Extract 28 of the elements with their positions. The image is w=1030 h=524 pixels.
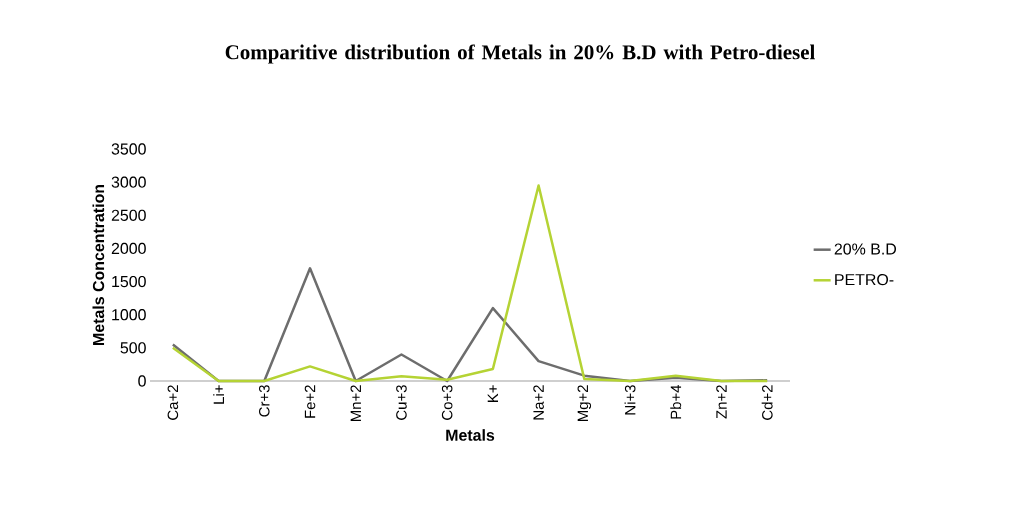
y-tick-label: 0: [138, 375, 146, 387]
x-tick-label: Ca+2: [167, 385, 179, 420]
y-tick-label: 2500: [111, 209, 146, 221]
x-tick-label: Cd+2: [761, 385, 773, 420]
x-tick-label: Fe+2: [304, 385, 316, 418]
x-tick-label: K+: [487, 385, 499, 402]
chart-title: Comparitive distribution of Metals in 20% B.D with Petro-diesel: [225, 44, 815, 64]
x-tick-label: Cu+3: [396, 385, 407, 420]
legend-label: PETRO-: [835, 273, 894, 286]
x-tick-label: Li+: [213, 385, 224, 404]
x-tick-label: Mg+2: [577, 385, 592, 422]
y-tick-label: 3500: [111, 143, 146, 155]
x-axis-title: Metals: [446, 429, 495, 441]
y-tick-label: 1500: [112, 275, 146, 288]
legend-label: 20% B.D: [834, 243, 897, 255]
x-tick-label: Pb+4: [670, 384, 682, 419]
x-tick-label: Co+3: [441, 385, 453, 420]
y-tick-label: 3000: [111, 176, 146, 188]
y-axis-title: Metals Concentration: [92, 184, 105, 345]
x-tick-label: Ni+3: [624, 385, 636, 415]
y-tick-label: 500: [120, 342, 146, 354]
x-tick-label: Mn+2: [350, 385, 361, 422]
y-tick-label: 1000: [112, 309, 146, 321]
line-series: [171, 184, 769, 383]
x-tick-label: Cr+3: [259, 385, 270, 417]
y-tick-label: 2000: [111, 242, 146, 255]
x-tick-label: Zn+2: [716, 385, 727, 419]
x-tick-label: Na+2: [533, 385, 544, 420]
